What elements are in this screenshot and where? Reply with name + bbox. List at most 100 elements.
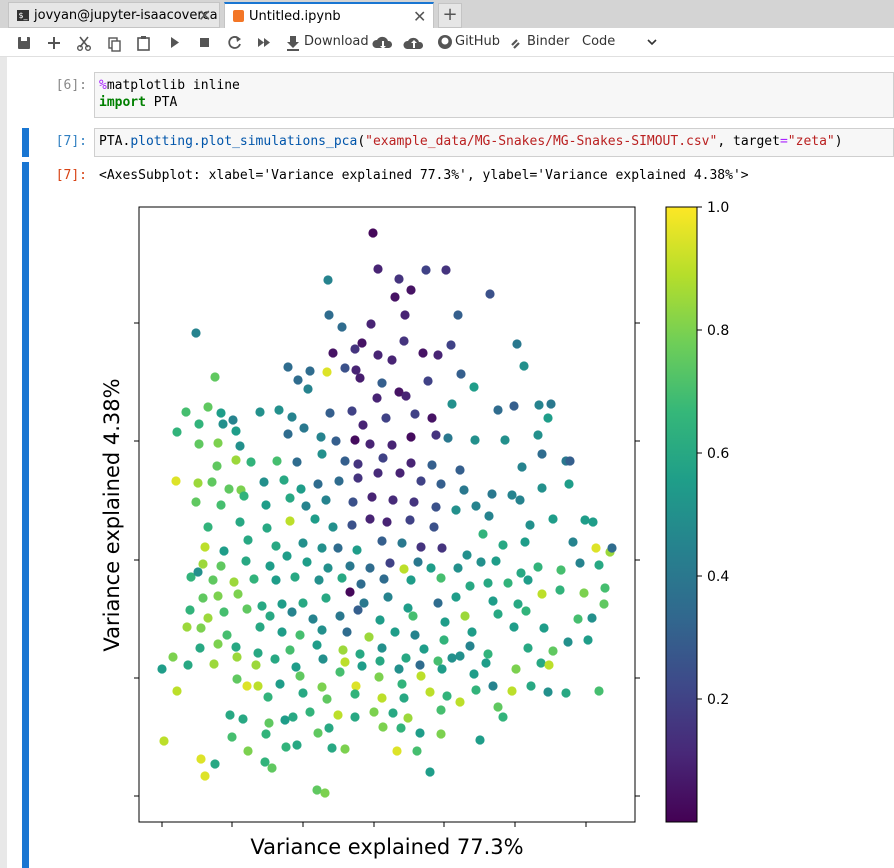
scatter-point [196,754,206,764]
scatter-point [425,767,435,777]
download-icon[interactable] [287,36,299,51]
code-input[interactable]: %matplotlib inline import PTA [94,72,894,118]
scatter-point [277,599,287,609]
scatter-point [394,387,404,397]
scatter-point [261,500,271,510]
code-input[interactable]: PTA.plotting.plot_simulations_pca("examp… [94,128,894,157]
scatter-point [210,372,220,382]
close-icon[interactable]: ✕ [413,7,427,26]
scatter-point [375,656,385,666]
scatter-point [471,501,481,511]
binder-button[interactable]: Binder [527,34,570,49]
scatter-point [331,436,341,446]
scatter-point [357,661,367,671]
scatter-point [356,579,366,589]
download-button[interactable]: Download [304,34,369,49]
scatter-point [478,529,488,539]
binder-icon[interactable] [511,39,520,49]
scatter-point [575,558,585,568]
scatter-point [279,475,289,485]
code-token: % [99,78,107,93]
colorbar [665,206,698,823]
scatter-point [509,622,519,632]
dropdown-chevron[interactable] [647,39,657,46]
scatter-point [387,355,397,365]
scatter-point [216,561,226,571]
notebook-tab[interactable]: Untitled.ipynb ✕ [224,2,434,28]
scatter-point [485,289,495,299]
scatter-point [305,707,315,717]
scatter-point [285,645,295,655]
scatter-point [365,563,375,573]
scatter-point [203,402,213,412]
scatter-point [379,574,389,584]
scatter-point [425,687,435,697]
scatter-point [348,497,358,507]
scatter-point [378,453,388,463]
scatter-point [305,366,315,376]
scatter-point [264,718,274,728]
scatter-point [442,691,452,701]
scatter-point [412,746,422,756]
scatter-point [314,575,324,585]
stop-icon[interactable] [200,38,209,47]
plot-frame [138,206,636,823]
scatter-point [580,515,590,525]
scatter-point [193,567,203,577]
scatter-point [410,409,420,419]
scatter-point [372,393,382,403]
scatter-point [406,432,416,442]
scatter-point [374,672,384,682]
scatter-point [317,625,327,635]
run-all-icon[interactable] [258,38,270,47]
scatter-point [364,632,374,642]
scatter-point [406,575,416,585]
scatter-point [509,401,519,411]
run-icon[interactable] [171,37,179,48]
scatter-point [335,611,345,621]
scatter-point [436,729,446,739]
scatter-point [410,630,420,640]
scatter-point [359,598,369,608]
scatter-point [350,689,360,699]
scatter-point [516,568,526,578]
scatter-point [342,627,352,637]
code-token: plotting [130,134,193,149]
scatter-point [255,622,265,632]
scatter-point [351,681,361,691]
scatter-point [433,350,443,360]
terminal-tab[interactable]: $_ jovyan@jupyter-isaacoverca ✕ [8,2,220,28]
tab-bar: $_ jovyan@jupyter-isaacoverca ✕ Untitled… [0,0,894,29]
restart-icon[interactable] [228,36,241,49]
scatter-point [216,500,226,510]
scatter-point [385,558,395,568]
scatter-point [355,649,365,659]
scatter-point [587,613,597,623]
scatter-point [333,543,343,553]
scatter-point [537,449,547,459]
scatter-point [340,744,350,754]
scatter-point [594,686,604,696]
scatter-point [512,339,522,349]
code-token: matplotlib inline [106,78,240,93]
scatter-point [267,763,277,773]
scatter-point [290,572,300,582]
cell-type-select[interactable]: Code [582,34,616,49]
scatter-point [390,292,400,302]
output-bar [22,162,29,868]
github-button[interactable]: GitHub [455,34,501,49]
scatter-point [415,660,425,670]
close-icon[interactable]: ✕ [198,6,212,25]
scatter-point [212,461,222,471]
new-tab-button[interactable]: + [438,3,462,28]
scatter-point [465,581,475,591]
scatter-point [377,536,387,546]
scatter-point [246,457,256,467]
scatter-point [481,658,491,668]
scatter-point [476,557,486,567]
code-token: "example_data/MG-Snakes/MG-Snakes-SIMOUT… [365,134,718,149]
scatter-point [357,338,367,348]
scatter-point [525,520,535,530]
scatter-point [328,348,338,358]
